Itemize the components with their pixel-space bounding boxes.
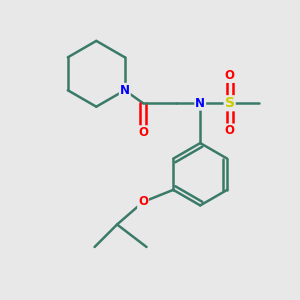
Text: O: O [138, 196, 148, 208]
Text: O: O [138, 126, 148, 139]
Text: O: O [225, 69, 235, 82]
Text: N: N [195, 97, 205, 110]
Text: N: N [120, 84, 130, 97]
Text: O: O [225, 124, 235, 137]
Text: S: S [225, 96, 235, 110]
